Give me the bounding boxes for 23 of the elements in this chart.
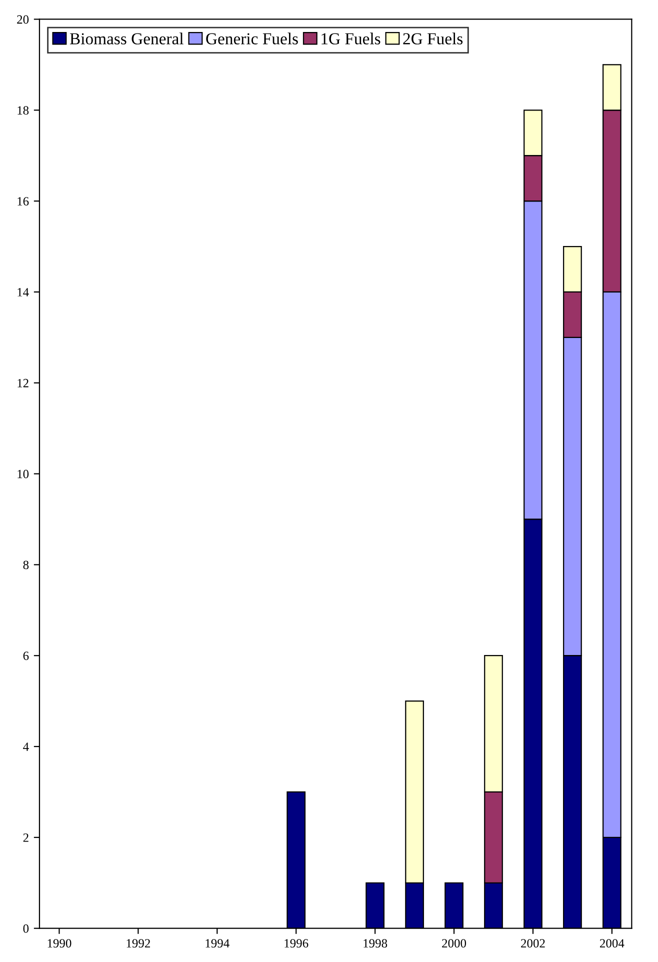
- x-tick-label: 2002: [521, 939, 545, 948]
- x-tick-label: 2004: [600, 939, 624, 948]
- x-tick-label: 1998: [364, 939, 388, 948]
- x-tick-label: 1996: [284, 939, 308, 948]
- y-tick-label: 20: [17, 15, 29, 24]
- y-tick-label: 18: [18, 106, 29, 115]
- y-tick-label: 6: [23, 652, 29, 660]
- y-tick-label: 2: [23, 833, 28, 842]
- y-tick-label: 8: [23, 560, 29, 570]
- x-tick-label: 1992: [126, 939, 150, 948]
- y-tick-label: 0: [23, 924, 29, 933]
- y-tick-label: 16: [18, 197, 29, 206]
- y-tick-label: 14: [18, 288, 29, 296]
- y-tick-label: 12: [18, 378, 28, 388]
- x-tick-label: 1990: [48, 939, 72, 948]
- legend-label: 2G Fuels: [403, 32, 463, 44]
- x-tick-label: 2000: [442, 939, 466, 948]
- legend-label: Generic Fuels: [206, 32, 298, 44]
- y-tick-label: 4: [23, 742, 29, 751]
- legend-label: 1G Fuels: [322, 32, 380, 44]
- x-tick-label: 1994: [206, 939, 230, 948]
- y-tick-label: 10: [18, 470, 29, 478]
- legend-label: Biomass General: [70, 32, 184, 44]
